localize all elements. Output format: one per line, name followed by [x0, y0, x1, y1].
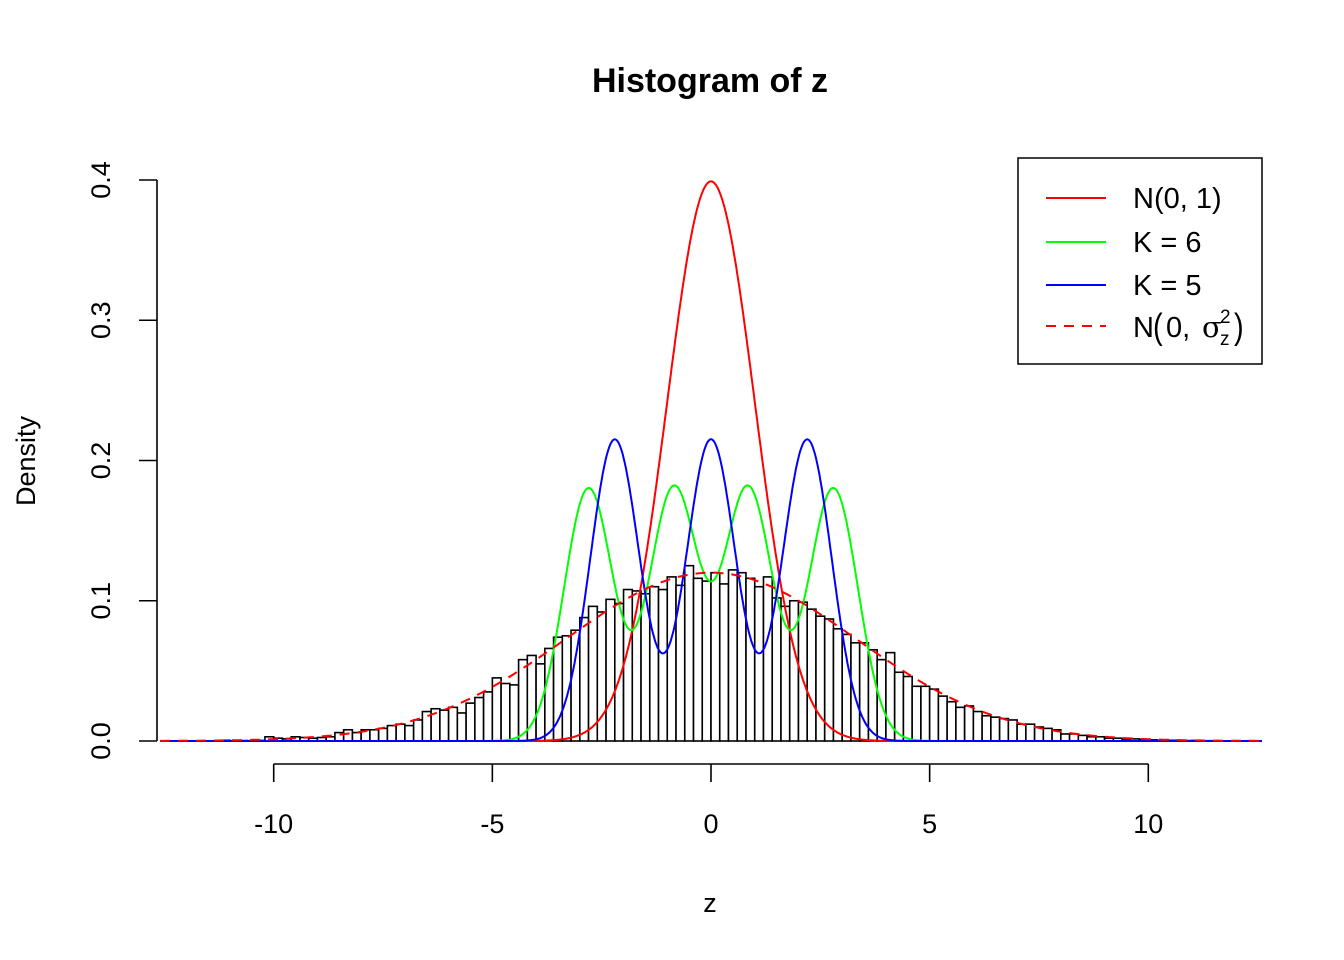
- histogram-bar: [876, 658, 887, 742]
- y-tick-label: 0.3: [86, 301, 116, 339]
- histogram-bar: [710, 571, 721, 742]
- histogram-bar: [937, 695, 948, 742]
- histogram-bar: [920, 685, 931, 742]
- histogram-bar: [395, 723, 406, 742]
- histogram-bar: [465, 702, 476, 742]
- histogram-bar: [815, 615, 826, 742]
- histogram-bar: [1060, 733, 1071, 742]
- histogram-bar: [727, 569, 739, 742]
- legend-label-k6: K = 6: [1133, 227, 1202, 259]
- x-axis-label: z: [703, 888, 717, 918]
- histogram-bar: [579, 616, 590, 742]
- histogram-bar: [946, 700, 957, 742]
- chart-title: Histogram of z: [592, 62, 828, 100]
- y-tick-label: 0.4: [86, 161, 116, 199]
- histogram-bar: [439, 709, 450, 742]
- histogram-bar: [482, 691, 494, 742]
- svg-text:z: z: [1220, 329, 1230, 350]
- density-curve-3: [160, 571, 1262, 742]
- svg-text:N: N: [1133, 312, 1154, 344]
- histogram-bar: [377, 727, 389, 742]
- histogram-bar: [605, 598, 616, 742]
- x-tick-label: -5: [480, 809, 504, 839]
- svg-text:(: (: [1153, 306, 1163, 347]
- legend-label-k5: K = 5: [1133, 270, 1202, 302]
- histogram-bar: [718, 583, 730, 742]
- histogram-bars: [220, 564, 1237, 742]
- legend-box: [1017, 157, 1263, 365]
- histogram-bar: [902, 675, 913, 742]
- legend-label-normal: N(0, 1): [1133, 183, 1222, 215]
- x-tick-label: -10: [254, 809, 293, 839]
- histogram-bar: [1007, 719, 1018, 742]
- histogram-bar: [955, 706, 966, 742]
- histogram-bar: [351, 731, 362, 742]
- svg-text:2: 2: [1220, 307, 1231, 328]
- histogram-bar: [963, 705, 975, 742]
- histogram-bar: [692, 577, 704, 742]
- svg-text:): ): [1234, 306, 1244, 347]
- histogram-bar: [456, 712, 467, 742]
- histogram-bar: [841, 633, 852, 742]
- histogram-bar: [544, 647, 555, 742]
- histogram-bar: [832, 627, 843, 742]
- legend: N(0, 1) K = 6 K = 5 N ( 0, σ z 2 ): [1017, 157, 1263, 365]
- histogram-bar: [771, 597, 782, 742]
- histogram-bar: [500, 682, 511, 742]
- histogram-bar: [850, 642, 861, 742]
- histogram-bar: [587, 605, 599, 742]
- histogram-bar: [447, 706, 459, 742]
- histogram-bar: [928, 688, 940, 742]
- histogram-bar: [972, 710, 983, 742]
- histogram-bar: [369, 728, 380, 742]
- histogram-bar: [386, 724, 397, 742]
- histogram-bar: [491, 677, 502, 742]
- histogram-bar: [762, 576, 774, 742]
- histogram-bar: [342, 728, 354, 742]
- histogram-bar: [517, 658, 529, 742]
- histogram-bar: [981, 714, 992, 742]
- histogram-bar: [683, 564, 695, 742]
- svg-text:σ: σ: [1202, 310, 1222, 344]
- histogram-bar: [806, 608, 817, 742]
- y-axis: 0.0 0.1 0.2 0.3 0.4: [86, 161, 158, 760]
- y-tick-label: 0.2: [86, 442, 116, 480]
- histogram-bar: [474, 696, 485, 742]
- histogram-bar: [1068, 733, 1080, 742]
- histogram-bar: [1042, 727, 1053, 742]
- svg-text:0,: 0,: [1166, 312, 1190, 344]
- histogram-bar: [745, 577, 756, 742]
- y-axis-label: Density: [11, 415, 41, 506]
- x-tick-label: 10: [1133, 809, 1163, 839]
- histogram-bar: [666, 576, 677, 742]
- y-tick-label: 0.0: [86, 722, 116, 760]
- density-curve-2: [160, 438, 1262, 742]
- histogram-bar: [998, 717, 1010, 742]
- histogram-bar: [648, 585, 660, 742]
- histogram-bar: [1025, 723, 1036, 742]
- histogram-bar: [990, 716, 1001, 742]
- histogram-bar: [753, 585, 765, 742]
- histogram-bar: [570, 629, 581, 742]
- x-tick-label: 0: [703, 809, 718, 839]
- histogram-bar: [911, 685, 922, 742]
- histogram-bar: [701, 580, 712, 742]
- y-tick-label: 0.1: [86, 582, 116, 620]
- histogram-bar: [657, 588, 669, 742]
- histogram-bar: [509, 684, 520, 742]
- histogram-bar: [404, 724, 415, 742]
- histogram-bar: [1016, 723, 1027, 742]
- x-axis: -10 -5 0 5 10: [254, 763, 1163, 839]
- legend-label-normal-sigma: N ( 0, σ z 2 ): [1133, 306, 1244, 350]
- x-tick-label: 5: [922, 809, 937, 839]
- histogram-bar: [867, 649, 878, 742]
- histogram-bar: [622, 588, 634, 742]
- histogram-bar: [412, 719, 424, 742]
- density-curves: [160, 180, 1262, 742]
